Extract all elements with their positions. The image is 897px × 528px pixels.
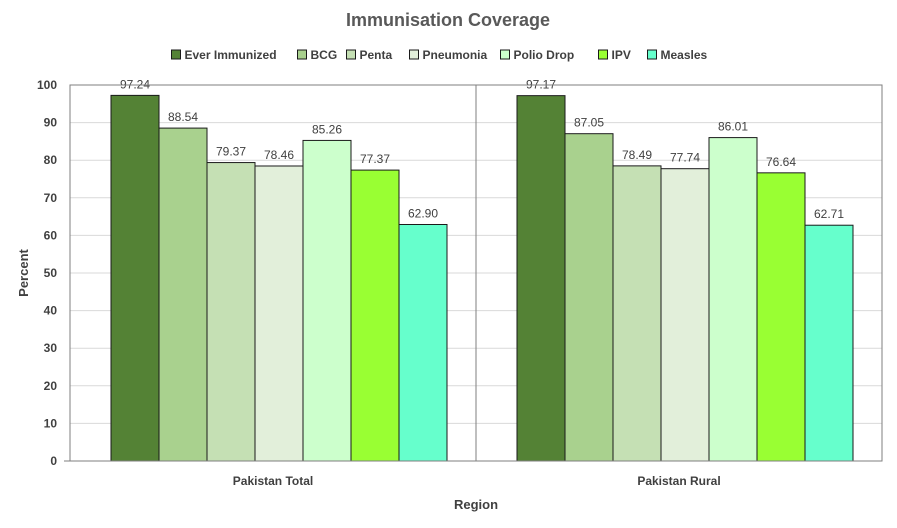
bars bbox=[110, 94, 854, 462]
data-label: 77.74 bbox=[670, 151, 700, 165]
y-tick-label: 70 bbox=[44, 191, 58, 205]
legend-label: Ever Immunized bbox=[185, 48, 277, 62]
y-axis-title: Percent bbox=[16, 248, 31, 296]
plot-frame bbox=[64, 84, 883, 462]
legend-swatch bbox=[598, 49, 608, 60]
y-axis-ticks: 0 10 20 30 40 50 60 70 80 90 100 bbox=[37, 78, 57, 468]
legend-swatch bbox=[171, 49, 181, 60]
data-label: 62.90 bbox=[408, 206, 438, 220]
y-tick-label: 50 bbox=[44, 266, 58, 280]
x-axis-categories: Pakistan Total Pakistan Rural bbox=[233, 474, 721, 488]
bar bbox=[254, 165, 304, 462]
legend-label: Measles bbox=[661, 48, 708, 62]
bar bbox=[612, 165, 662, 462]
bar bbox=[350, 169, 400, 462]
data-label: 87.05 bbox=[574, 116, 604, 130]
bar bbox=[110, 94, 160, 462]
y-tick-label: 10 bbox=[44, 416, 58, 430]
bar bbox=[158, 127, 208, 462]
y-tick-label: 40 bbox=[44, 304, 58, 318]
data-label: 79.37 bbox=[216, 145, 246, 159]
y-tick-label: 30 bbox=[44, 341, 58, 355]
chart-title: Immunisation Coverage bbox=[346, 10, 550, 30]
data-label: 62.71 bbox=[814, 207, 844, 221]
legend-swatch bbox=[500, 49, 510, 60]
data-label: 85.26 bbox=[312, 122, 342, 136]
bar bbox=[660, 168, 710, 462]
bar bbox=[564, 133, 614, 462]
legend-label: IPV bbox=[612, 48, 631, 62]
bar bbox=[302, 139, 352, 462]
legend-label: BCG bbox=[311, 48, 338, 62]
data-label: 78.49 bbox=[622, 148, 652, 162]
data-label: 88.54 bbox=[168, 110, 198, 124]
y-tick-label: 90 bbox=[44, 116, 58, 130]
legend-swatch bbox=[297, 49, 307, 60]
data-label: 78.46 bbox=[264, 148, 294, 162]
y-tick-label: 0 bbox=[50, 454, 57, 468]
data-label: 97.24 bbox=[120, 77, 150, 91]
bar bbox=[206, 162, 256, 462]
legend-label: Polio Drop bbox=[514, 48, 575, 62]
legend-label: Pneumonia bbox=[423, 48, 488, 62]
y-tick-label: 60 bbox=[44, 228, 58, 242]
data-label: 76.64 bbox=[766, 155, 796, 169]
category-label: Pakistan Rural bbox=[637, 474, 720, 488]
y-tick-label: 20 bbox=[44, 379, 58, 393]
bar bbox=[398, 223, 448, 462]
bar bbox=[756, 172, 806, 462]
x-axis-title: Region bbox=[454, 497, 498, 512]
legend-swatch bbox=[647, 49, 657, 60]
bar bbox=[804, 224, 854, 462]
y-tick-label: 100 bbox=[37, 78, 57, 92]
legend-label: Penta bbox=[360, 48, 393, 62]
bar bbox=[708, 137, 758, 462]
legend-swatch bbox=[409, 49, 419, 60]
legend: Ever Immunized BCG Penta Pneumonia Polio Dro… bbox=[171, 48, 708, 62]
bar bbox=[516, 95, 566, 462]
legend-swatch bbox=[346, 49, 356, 60]
data-label: 77.37 bbox=[360, 152, 390, 166]
y-tick-label: 80 bbox=[44, 153, 58, 167]
data-label: 86.01 bbox=[718, 120, 748, 134]
category-label: Pakistan Total bbox=[233, 474, 313, 488]
